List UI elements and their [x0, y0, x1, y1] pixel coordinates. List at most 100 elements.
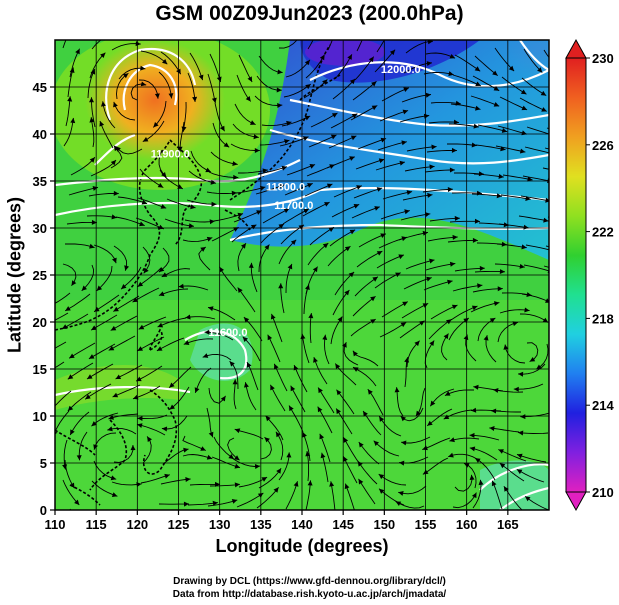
streamline [307, 40, 314, 50]
streamline-arrowhead [223, 142, 230, 148]
streamline [140, 50, 168, 65]
streamline [404, 357, 409, 388]
streamline-arrowhead [336, 408, 341, 415]
streamline-arrowhead [513, 386, 519, 392]
streamline-arrowhead [343, 437, 349, 443]
streamline-arrowhead [493, 388, 499, 393]
streamline-arrowhead [234, 428, 241, 434]
streamline-arrowhead [208, 306, 214, 312]
streamline-arrowhead [322, 79, 328, 85]
streamline-arrowhead [270, 313, 276, 320]
streamline [452, 492, 477, 509]
streamline [327, 40, 333, 51]
streamline-arrowhead [370, 296, 376, 302]
streamline [317, 406, 333, 434]
streamline [102, 101, 116, 129]
streamline-arrowhead [503, 222, 509, 228]
y-tick-label: 0 [40, 503, 47, 518]
streamline-arrowhead [322, 243, 329, 249]
streamline-arrowhead [371, 105, 378, 111]
streamline-arrowhead [286, 120, 292, 126]
streamline-arrowhead [185, 314, 191, 320]
streamline-arrowhead [371, 81, 377, 87]
streamline [449, 437, 480, 442]
streamline [269, 384, 286, 412]
contour-label: 11700.0 [274, 200, 313, 212]
streamline-arrowhead [541, 107, 547, 112]
streamline [178, 285, 209, 291]
streamline-arrowhead [281, 165, 288, 171]
streamline-arrowhead [256, 210, 262, 215]
streamline [430, 101, 461, 105]
streamline-arrowhead [398, 254, 404, 260]
streamline-arrowhead [198, 74, 204, 81]
streamline [403, 62, 433, 74]
streamline-arrowhead [357, 461, 363, 467]
streamline-arrowhead [110, 475, 117, 481]
streamline-arrowhead [45, 304, 51, 308]
streamline [520, 195, 549, 202]
streamline [132, 287, 160, 303]
streamline [378, 473, 407, 486]
streamline [234, 428, 264, 440]
streamline [374, 49, 396, 73]
streamline-arrowhead [147, 436, 152, 442]
streamline-arrowhead [415, 410, 421, 417]
streamline [213, 436, 235, 460]
streamline-arrowhead [472, 237, 478, 243]
streamline [303, 79, 328, 99]
credit-drawing: Drawing by DCL (https://www.gfd-dennou.o… [173, 576, 446, 587]
streamline-arrowhead [499, 269, 505, 274]
streamline [158, 71, 172, 99]
streamline-arrowhead [400, 322, 407, 328]
streamline-arrowhead [501, 241, 507, 247]
streamline-arrowhead [519, 148, 526, 154]
streamline-arrowhead [404, 357, 410, 363]
streamline-arrowhead [157, 182, 164, 188]
streamline-arrowhead [154, 93, 160, 99]
streamline-arrowhead [347, 54, 352, 60]
streamline-arrowhead [237, 287, 243, 293]
streamline-arrowhead [444, 391, 451, 396]
streamline-arrowhead [211, 201, 217, 207]
streamline [301, 333, 310, 364]
streamline-arrowhead [140, 65, 146, 71]
streamline-arrowhead [478, 479, 484, 486]
streamline-arrowhead [379, 416, 385, 422]
streamline-arrowhead [219, 125, 225, 132]
streamline-arrowhead [305, 284, 310, 290]
streamline-arrowhead [358, 478, 364, 485]
streamline [375, 161, 405, 171]
streamline-arrowhead [250, 224, 257, 230]
streamline-arrowhead [89, 97, 94, 103]
streamline-arrowhead [342, 342, 347, 348]
streamline-arrowhead [494, 301, 500, 306]
streamline-arrowhead [99, 121, 105, 127]
streamline-arrowhead [212, 500, 218, 506]
streamline-arrowhead [463, 334, 469, 341]
streamline [234, 103, 256, 126]
streamline-arrowhead [142, 137, 149, 142]
streamline-arrowhead [113, 306, 119, 312]
streamline [254, 95, 283, 106]
streamline-arrowhead [287, 263, 293, 270]
streamline-arrowhead [138, 324, 145, 330]
streamline [206, 191, 237, 194]
streamline [68, 342, 96, 359]
streamline [543, 49, 549, 59]
streamline-arrowhead [313, 357, 318, 363]
streamline-arrowhead [525, 496, 531, 502]
streamline [209, 53, 222, 83]
streamline-arrowhead [449, 261, 456, 267]
streamline [69, 48, 81, 78]
streamline-arrowhead [521, 244, 527, 250]
streamline-arrowhead [122, 73, 129, 79]
streamline-arrowhead [220, 395, 226, 402]
streamline-arrowhead [88, 354, 95, 359]
streamline-arrowhead [65, 306, 71, 311]
streamline [525, 244, 549, 251]
x-tick-label: 135 [250, 517, 272, 532]
streamline [280, 283, 285, 314]
streamline-arrowhead [62, 324, 68, 329]
